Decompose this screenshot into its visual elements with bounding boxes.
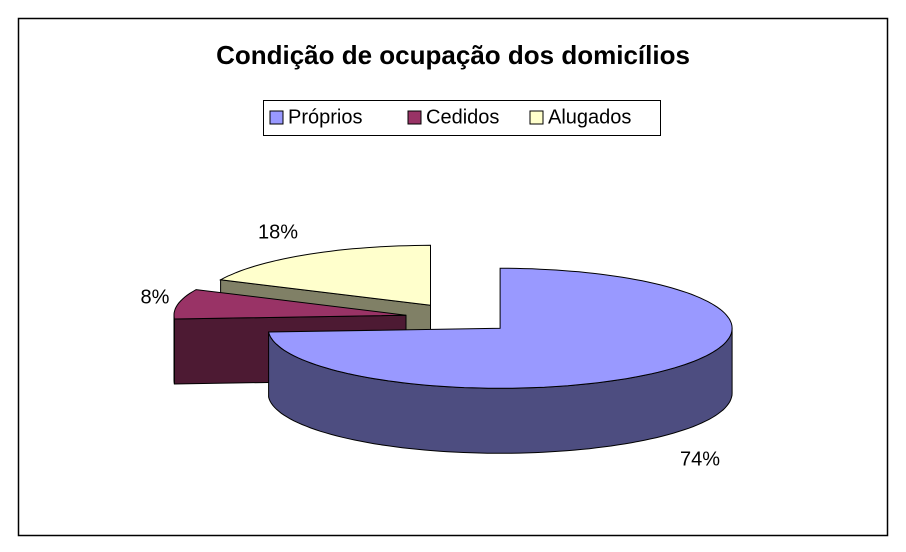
slice-top <box>218 244 431 306</box>
data-label: 18% <box>258 221 298 243</box>
slice-top <box>173 289 407 320</box>
legend-swatch <box>269 110 284 125</box>
legend-label: Cedidos <box>426 106 499 128</box>
chart-frame <box>17 17 889 537</box>
slice-top <box>267 267 733 389</box>
legend-swatch <box>529 110 544 125</box>
legend-swatch <box>407 110 422 125</box>
chart-title: Condição de ocupação dos domicílios <box>216 40 690 70</box>
legend-label: Alugados <box>548 106 631 128</box>
pie-slice <box>267 267 733 454</box>
data-label: 74% <box>680 448 720 470</box>
legend-box <box>263 100 661 136</box>
data-label: 8% <box>141 286 170 308</box>
legend-label: Próprios <box>288 106 362 128</box>
